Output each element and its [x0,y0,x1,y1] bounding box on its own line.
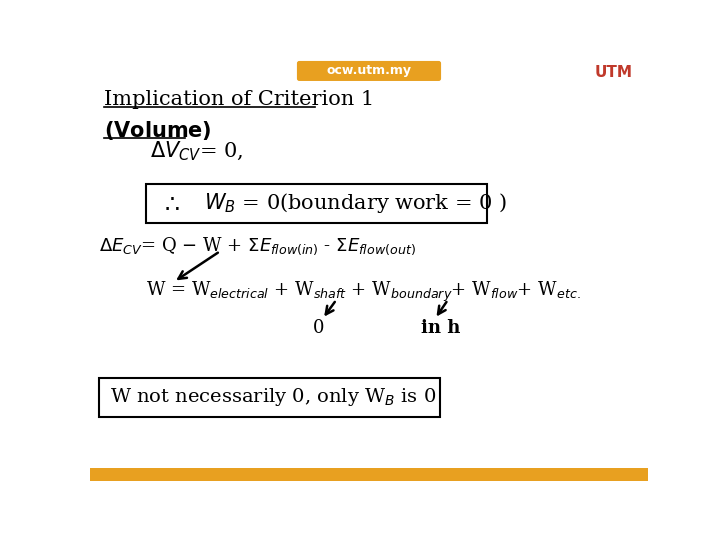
FancyBboxPatch shape [297,61,441,81]
Text: ocw.utm.my: ocw.utm.my [326,64,412,77]
Bar [145,184,487,222]
Text: $\mathbf{(Volume)}$: $\mathbf{(Volume)}$ [104,119,212,141]
Text: W = W$_{electrical}$ + W$_{shaft}$ + W$_{boundary}$+ W$_{flow}$+ W$_{etc.}$: W = W$_{electrical}$ + W$_{shaft}$ + W$_… [145,280,580,304]
Text: W not necessarily 0, only W$_B$ is 0: W not necessarily 0, only W$_B$ is 0 [110,387,436,408]
Text: 0: 0 [313,319,325,337]
Text: $\Delta V_{CV}$= 0,: $\Delta V_{CV}$= 0, [150,139,244,163]
Text: UTM: UTM [595,65,632,80]
Text: $\Delta E_{CV}$= Q $-$ W + $\Sigma E_{flow(in)}$ - $\Sigma E_{flow(out)}$: $\Delta E_{CV}$= Q $-$ W + $\Sigma E_{fl… [99,235,416,256]
Bar [90,468,648,481]
Text: in h: in h [420,319,460,337]
Text: Implication of Criterion 1: Implication of Criterion 1 [104,90,374,109]
Bar [99,378,441,417]
Text: $\therefore$: $\therefore$ [160,192,180,215]
Text: $W_B$ = 0(boundary work = 0 ): $W_B$ = 0(boundary work = 0 ) [204,191,507,215]
